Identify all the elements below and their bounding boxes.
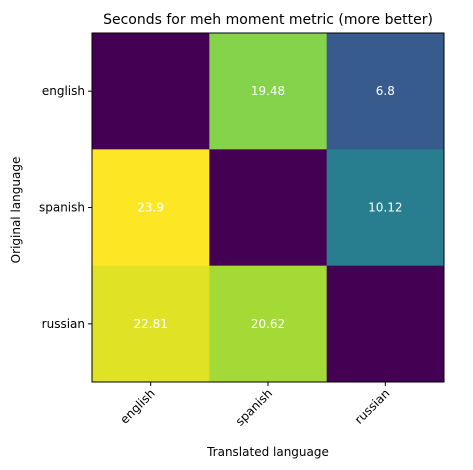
heatmap-cell bbox=[326, 149, 445, 267]
plot-frame bbox=[91, 32, 445, 383]
x-tick-label: english bbox=[117, 386, 157, 426]
x-tick-label: spanish bbox=[233, 386, 275, 428]
x-tick-label: russian bbox=[352, 386, 393, 427]
heatmap-cell bbox=[209, 33, 328, 150]
y-tick-label: english bbox=[42, 84, 85, 98]
heatmap-cell bbox=[326, 265, 445, 383]
heatmap-cell bbox=[92, 33, 210, 150]
heatmap-cell-labels: 19.48 6.8 23.9 10.12 22.81 20.62 bbox=[133, 84, 402, 331]
cell-value-label: 10.12 bbox=[368, 201, 402, 215]
heatmap-cell bbox=[92, 265, 210, 383]
x-axis-label: Translated language bbox=[206, 445, 329, 459]
cell-value-label: 19.48 bbox=[251, 84, 285, 98]
y-axis-label: Original language bbox=[9, 157, 23, 264]
cell-value-label: 23.9 bbox=[137, 201, 164, 215]
cell-value-label: 20.62 bbox=[251, 317, 285, 331]
x-axis-ticks: english spanish russian bbox=[117, 382, 392, 429]
heatmap-cell bbox=[326, 33, 445, 150]
chart-title: Seconds for meh moment metric (more bett… bbox=[103, 12, 433, 28]
y-axis-ticks: english spanish russian bbox=[39, 84, 92, 331]
cell-value-label: 6.8 bbox=[376, 84, 395, 98]
heatmap-cell bbox=[209, 149, 328, 267]
heatmap-cell bbox=[92, 149, 210, 267]
cell-value-label: 22.81 bbox=[133, 317, 167, 331]
heatmap-cells bbox=[92, 33, 445, 383]
heatmap-cell bbox=[209, 265, 328, 383]
y-tick-label: russian bbox=[42, 317, 85, 331]
y-tick-label: spanish bbox=[39, 201, 85, 215]
